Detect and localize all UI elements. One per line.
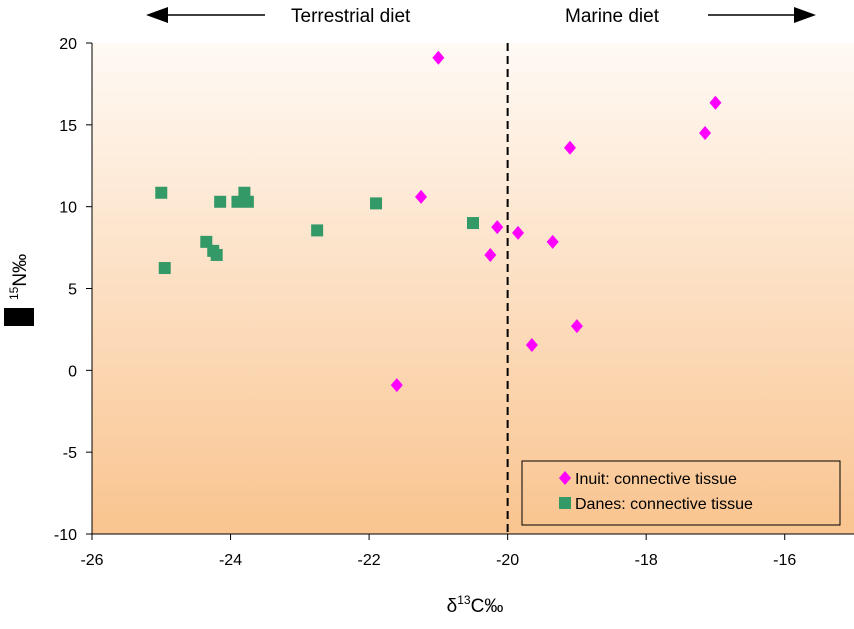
- y-axis-label-main: N‰: [10, 254, 31, 287]
- x-axis-label-main: C‰: [471, 596, 504, 617]
- y-axis-label: 15N‰: [7, 254, 31, 300]
- legend-label-danes: Danes: connective tissue: [575, 496, 753, 513]
- x-axis-label-sup: 13: [457, 593, 471, 607]
- x-tick-label: -24: [219, 552, 242, 569]
- danes-data-point: [158, 262, 171, 275]
- danes-data-point: [241, 195, 254, 208]
- inuit-data-point: [525, 337, 538, 352]
- terrestrial-diet-label: Terrestrial diet: [291, 6, 411, 27]
- x-axis-label: δ13C‰: [447, 593, 504, 617]
- inuit-data-point: [484, 247, 497, 262]
- x-axis-ticks: -26 -24 -22 -20 -18 -16: [80, 534, 796, 569]
- marine-arrow: [708, 7, 816, 23]
- legend-box: [521, 460, 841, 526]
- y-axis-label-sup: 15: [7, 286, 21, 300]
- danes-data-point: [231, 195, 244, 208]
- marine-diet-label: Marine diet: [565, 6, 660, 27]
- terrestrial-arrow: [146, 7, 265, 23]
- x-tick-label: -22: [358, 552, 381, 569]
- danes-data-point: [311, 224, 324, 237]
- legend-marker-inuit: [559, 471, 571, 485]
- danes-data-point: [210, 248, 223, 261]
- legend-label-inuit: Inuit: connective tissue: [575, 471, 737, 488]
- y-axis-label-symbol-block: [4, 308, 34, 326]
- inuit-data-point: [491, 220, 504, 235]
- danes-data-point: [238, 186, 251, 199]
- inuit-data-point: [546, 234, 559, 249]
- data-points: [155, 50, 722, 393]
- inuit-data-point: [563, 140, 576, 155]
- inuit-data-point: [570, 319, 583, 334]
- inuit-data-point: [699, 126, 712, 141]
- danes-data-point: [200, 235, 213, 248]
- inuit-data-point: [709, 95, 722, 110]
- inuit-data-point: [432, 50, 445, 65]
- inuit-data-point: [415, 189, 428, 204]
- x-tick-label: -16: [773, 552, 796, 569]
- danes-data-point: [155, 186, 168, 199]
- y-tick-label: -5: [63, 445, 77, 462]
- legend: Inuit: connective tissue Danes: connecti…: [521, 460, 841, 526]
- y-tick-label: 10: [59, 200, 77, 217]
- y-tick-label: -10: [54, 527, 77, 544]
- x-tick-label: -20: [496, 552, 519, 569]
- y-tick-label: 0: [68, 363, 77, 380]
- danes-data-point: [370, 197, 383, 210]
- y-axis-ticks: -10 -5 0 5 10 15 20: [54, 36, 92, 544]
- x-tick-label: -18: [635, 552, 658, 569]
- y-tick-label: 5: [68, 282, 77, 299]
- x-axis-label-prefix: δ: [447, 596, 458, 617]
- plot-area: [92, 43, 854, 534]
- y-tick-label: 20: [59, 36, 77, 53]
- danes-data-point: [214, 195, 227, 208]
- x-tick-label: -26: [80, 552, 103, 569]
- y-tick-label: 15: [59, 118, 77, 135]
- danes-data-point: [467, 217, 479, 230]
- inuit-data-point: [512, 225, 525, 240]
- legend-marker-danes: [559, 497, 571, 509]
- inuit-data-point: [390, 378, 403, 393]
